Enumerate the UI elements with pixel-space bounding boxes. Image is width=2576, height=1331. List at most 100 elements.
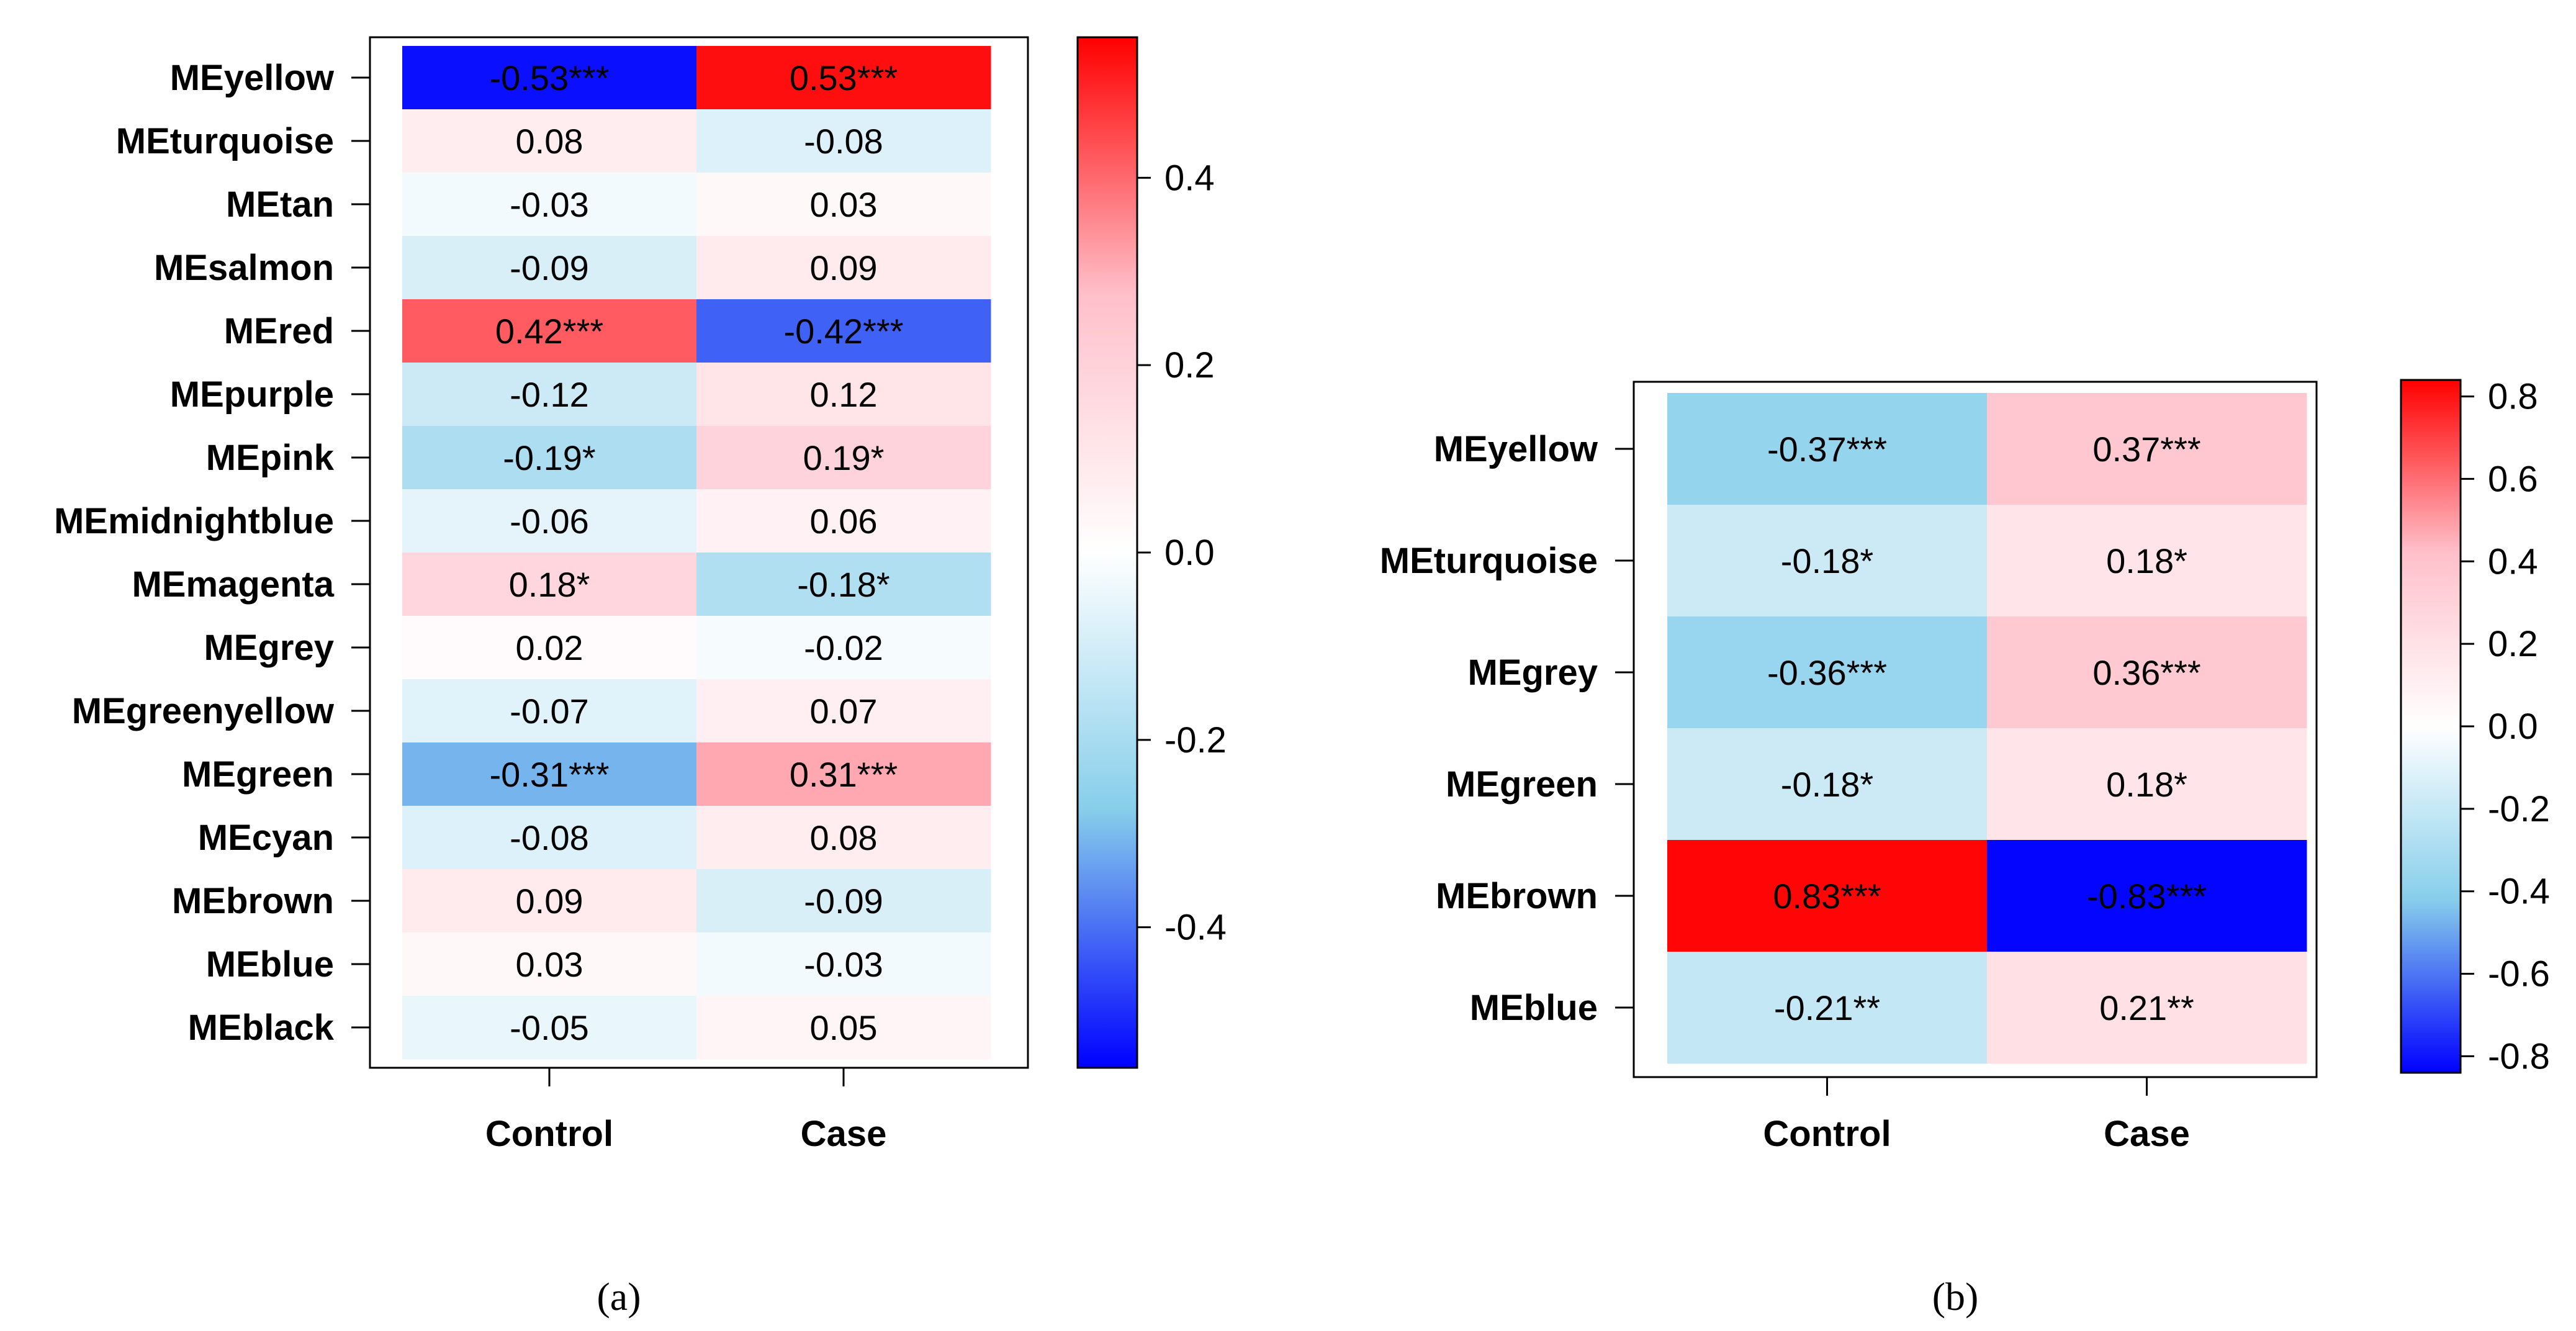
heatmap-cell (402, 742, 697, 806)
cell-value-label: 0.37*** (2092, 430, 2200, 469)
row-label: MEturquoise (116, 121, 334, 161)
cell-value-label: 0.18* (2106, 765, 2187, 804)
heatmap-cell (402, 932, 697, 996)
cell-value-label: 0.09 (810, 248, 878, 287)
heatmap-cell (1667, 952, 1988, 1064)
cell-value-label: 0.03 (516, 945, 583, 984)
cell-value-label: -0.08 (804, 122, 883, 161)
row-label: MEgrey (1467, 652, 1598, 693)
cell-value-label: 0.42*** (495, 312, 603, 351)
heatmap-cell (696, 46, 991, 110)
colorbar-tick-label: -0.8 (2488, 1036, 2550, 1076)
row-label: MEmidnightblue (54, 501, 334, 541)
heatmap-cell (696, 299, 991, 363)
cell-value-label: -0.03 (804, 945, 883, 984)
colorbar-tick-label: 0.4 (1164, 158, 1215, 198)
cell-value-label: -0.03 (510, 185, 589, 224)
cell-value-label: -0.31*** (489, 755, 609, 794)
heatmap-cell (402, 46, 697, 110)
heatmap-cell (402, 299, 697, 363)
row-label: MEblue (206, 944, 334, 985)
heatmap-panel-b: -0.37*** 0.37*** MEyellow -0.18* 0.18* MEturq… (1380, 377, 2550, 1319)
cell-value-label: -0.09 (510, 248, 589, 287)
column-label: Control (1763, 1114, 1891, 1154)
heatmap-cell (1667, 840, 1988, 952)
colorbar-tick-label: 0.8 (2488, 377, 2538, 417)
row-label: MEbrown (1436, 876, 1598, 916)
heatmap-cell (696, 742, 991, 806)
heatmap-cell (1987, 728, 2307, 841)
cell-value-label: 0.12 (810, 375, 878, 414)
row-label: MEsalmon (154, 248, 334, 288)
row-label: MEgrey (204, 628, 334, 668)
cell-value-label: -0.19* (503, 438, 595, 477)
row-label: MEyellow (170, 58, 335, 98)
column-label: Case (801, 1114, 887, 1154)
heatmap-cell (1667, 728, 1988, 841)
colorbar (1076, 36, 1138, 1069)
panel-label: (b) (1932, 1275, 1979, 1319)
heatmap-cell (1667, 393, 1988, 505)
heatmap-cell (402, 679, 697, 743)
colorbar-tick-label: -0.2 (2488, 789, 2550, 829)
colorbar (2400, 379, 2462, 1074)
colorbar-tick-label: 0.2 (2488, 624, 2538, 664)
panel-label: (a) (597, 1275, 641, 1319)
cell-value-label: 0.36*** (2092, 653, 2200, 692)
heatmap-cell (402, 806, 697, 870)
cell-value-label: 0.06 (810, 502, 878, 541)
cell-value-label: 0.03 (810, 185, 878, 224)
colorbar-tick-label: -0.2 (1164, 720, 1227, 760)
cell-value-label: -0.21** (1774, 988, 1880, 1027)
colorbar-tick-label: -0.6 (2488, 954, 2550, 995)
heatmap-cell (1667, 505, 1988, 617)
heatmap-cell (696, 236, 991, 300)
colorbar-tick-label: 0.2 (1164, 345, 1215, 386)
row-label: MEmagenta (132, 564, 334, 605)
cell-value-label: 0.08 (516, 122, 583, 161)
cell-value-label: -0.18* (1781, 541, 1873, 580)
heatmap-cell (696, 489, 991, 553)
heatmap-cell (1987, 616, 2307, 729)
cell-value-label: 0.18* (509, 565, 590, 604)
heatmap-cell (696, 996, 991, 1060)
heatmap-cell (1987, 840, 2307, 952)
heatmap-cell (696, 363, 991, 426)
cell-value-label: 0.83*** (1773, 877, 1881, 916)
heatmap-cell (1987, 505, 2307, 617)
cell-value-label: -0.37*** (1767, 430, 1887, 469)
heatmap-cell (696, 869, 991, 933)
cell-value-label: 0.02 (516, 628, 583, 667)
heatmap-cell (1987, 952, 2307, 1064)
cell-value-label: 0.18* (2106, 541, 2187, 580)
heatmap-cell (402, 616, 697, 680)
colorbar-tick-label: -0.4 (2488, 872, 2550, 912)
cell-value-label: -0.53*** (489, 58, 609, 97)
cell-value-label: -0.83*** (2087, 877, 2207, 916)
cell-value-label: -0.09 (804, 882, 883, 921)
heatmap-cell (696, 806, 991, 870)
cell-value-label: 0.09 (516, 882, 583, 921)
heatmap-cell (402, 489, 697, 553)
cell-value-label: 0.53*** (790, 58, 898, 97)
row-label: MEgreen (1446, 764, 1598, 805)
cell-value-label: -0.07 (510, 692, 589, 731)
row-label: MEyellow (1434, 429, 1598, 469)
row-label: MEbrown (172, 881, 334, 921)
row-label: MEblack (188, 1008, 335, 1048)
column-label: Case (2104, 1114, 2190, 1154)
heatmap-cell (696, 426, 991, 490)
heatmap-cell (402, 996, 697, 1060)
heatmap-cell (402, 426, 697, 490)
heatmap-cell (402, 109, 697, 173)
cell-value-label: 0.21** (2099, 988, 2194, 1027)
colorbar-tick-label: 0.6 (2488, 459, 2538, 499)
row-label: MEturquoise (1380, 541, 1598, 581)
cell-value-label: -0.18* (1781, 765, 1873, 804)
cell-value-label: -0.12 (510, 375, 589, 414)
heatmap-cell (696, 932, 991, 996)
heatmap-cell (696, 553, 991, 616)
heatmap-cell (402, 363, 697, 426)
colorbar-tick-label: -0.4 (1164, 908, 1227, 948)
